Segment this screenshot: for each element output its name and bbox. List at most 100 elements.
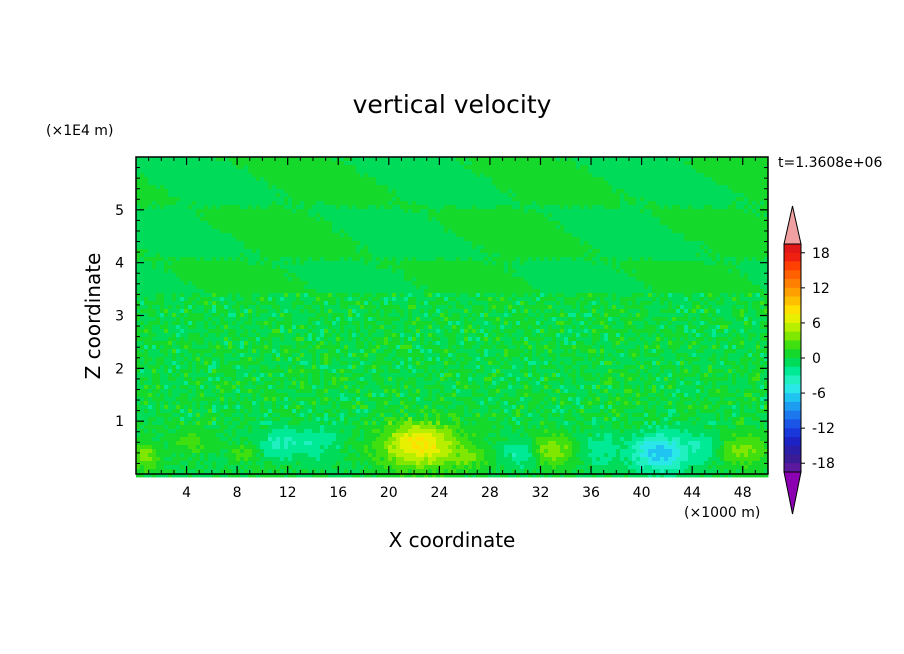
field-cell	[616, 197, 621, 202]
field-cell	[220, 265, 225, 270]
field-cell	[352, 273, 357, 278]
field-cell	[400, 221, 405, 226]
field-cell	[476, 181, 481, 186]
field-cell	[236, 273, 241, 278]
field-cell	[700, 177, 705, 182]
field-cell	[736, 197, 741, 202]
field-cell	[188, 269, 193, 274]
field-cell	[424, 233, 429, 238]
field-cell	[216, 241, 221, 246]
field-cell	[416, 249, 421, 254]
field-cell	[404, 249, 409, 254]
field-cell	[260, 161, 265, 166]
field-cell	[764, 225, 769, 230]
field-cell	[644, 265, 649, 270]
field-cell	[192, 281, 197, 286]
field-cell	[276, 261, 281, 266]
field-cell	[340, 237, 345, 242]
field-cell	[240, 165, 245, 170]
field-cell	[268, 157, 273, 162]
field-cell	[564, 181, 569, 186]
field-cell	[444, 193, 449, 198]
field-cell	[140, 273, 145, 278]
field-cell	[136, 177, 141, 182]
field-cell	[572, 165, 577, 170]
field-cell	[660, 177, 665, 182]
field-cell	[672, 249, 677, 254]
field-cell	[284, 237, 289, 242]
field-cell	[460, 229, 465, 234]
field-cell	[256, 273, 261, 278]
field-cell	[460, 185, 465, 190]
field-cell	[456, 205, 461, 210]
field-cell	[468, 209, 473, 214]
field-cell	[192, 193, 197, 198]
field-cell	[316, 205, 321, 210]
field-cell	[620, 269, 625, 274]
field-cell	[392, 245, 397, 250]
field-cell	[396, 281, 401, 286]
field-cell	[444, 165, 449, 170]
field-cell	[340, 157, 345, 162]
field-cell	[196, 197, 201, 202]
field-cell	[216, 253, 221, 258]
field-cell	[424, 277, 429, 282]
field-cell	[348, 265, 353, 270]
field-cell	[708, 233, 713, 238]
field-cell	[508, 277, 513, 282]
field-cell	[760, 277, 765, 282]
field-cell	[732, 157, 737, 162]
field-cell	[512, 201, 517, 206]
field-cell	[304, 169, 309, 174]
field-cell	[748, 269, 753, 274]
field-cell	[392, 281, 397, 286]
field-cell	[584, 177, 589, 182]
field-cell	[584, 209, 589, 214]
field-cell	[380, 169, 385, 174]
field-cell	[304, 181, 309, 186]
field-cell	[764, 249, 769, 254]
field-cell	[436, 237, 441, 242]
field-cell	[412, 193, 417, 198]
field-cell	[380, 193, 385, 198]
field-cell	[468, 257, 473, 262]
field-cell	[352, 221, 357, 226]
field-cell	[300, 201, 305, 206]
field-cell	[460, 261, 465, 266]
field-cell	[480, 201, 485, 206]
field-cell	[560, 165, 565, 170]
field-cell	[752, 181, 757, 186]
field-cell	[356, 273, 361, 278]
field-cell	[524, 237, 529, 242]
field-cell	[580, 165, 585, 170]
field-cell	[464, 205, 469, 210]
field-cell	[708, 181, 713, 186]
field-cell	[680, 225, 685, 230]
field-cell	[356, 201, 361, 206]
field-cell	[300, 197, 305, 202]
field-cell	[428, 265, 433, 270]
field-cell	[156, 169, 161, 174]
field-cell	[312, 201, 317, 206]
field-cell	[368, 193, 373, 198]
field-cell	[256, 157, 261, 162]
field-cell	[660, 181, 665, 186]
field-cell	[720, 161, 725, 166]
field-cell	[720, 257, 725, 262]
field-cell	[140, 233, 145, 238]
field-cell	[256, 173, 261, 178]
field-cell	[140, 197, 145, 202]
field-cell	[660, 241, 665, 246]
field-cell	[168, 213, 173, 218]
field-cell	[748, 237, 753, 242]
field-cell	[692, 257, 697, 262]
field-cell	[592, 157, 597, 162]
field-cell	[552, 257, 557, 262]
field-cell	[460, 221, 465, 226]
field-cell	[412, 273, 417, 278]
field-cell	[268, 265, 273, 270]
field-cell	[704, 237, 709, 242]
field-cell	[584, 277, 589, 282]
field-cell	[320, 185, 325, 190]
field-cell	[140, 205, 145, 210]
